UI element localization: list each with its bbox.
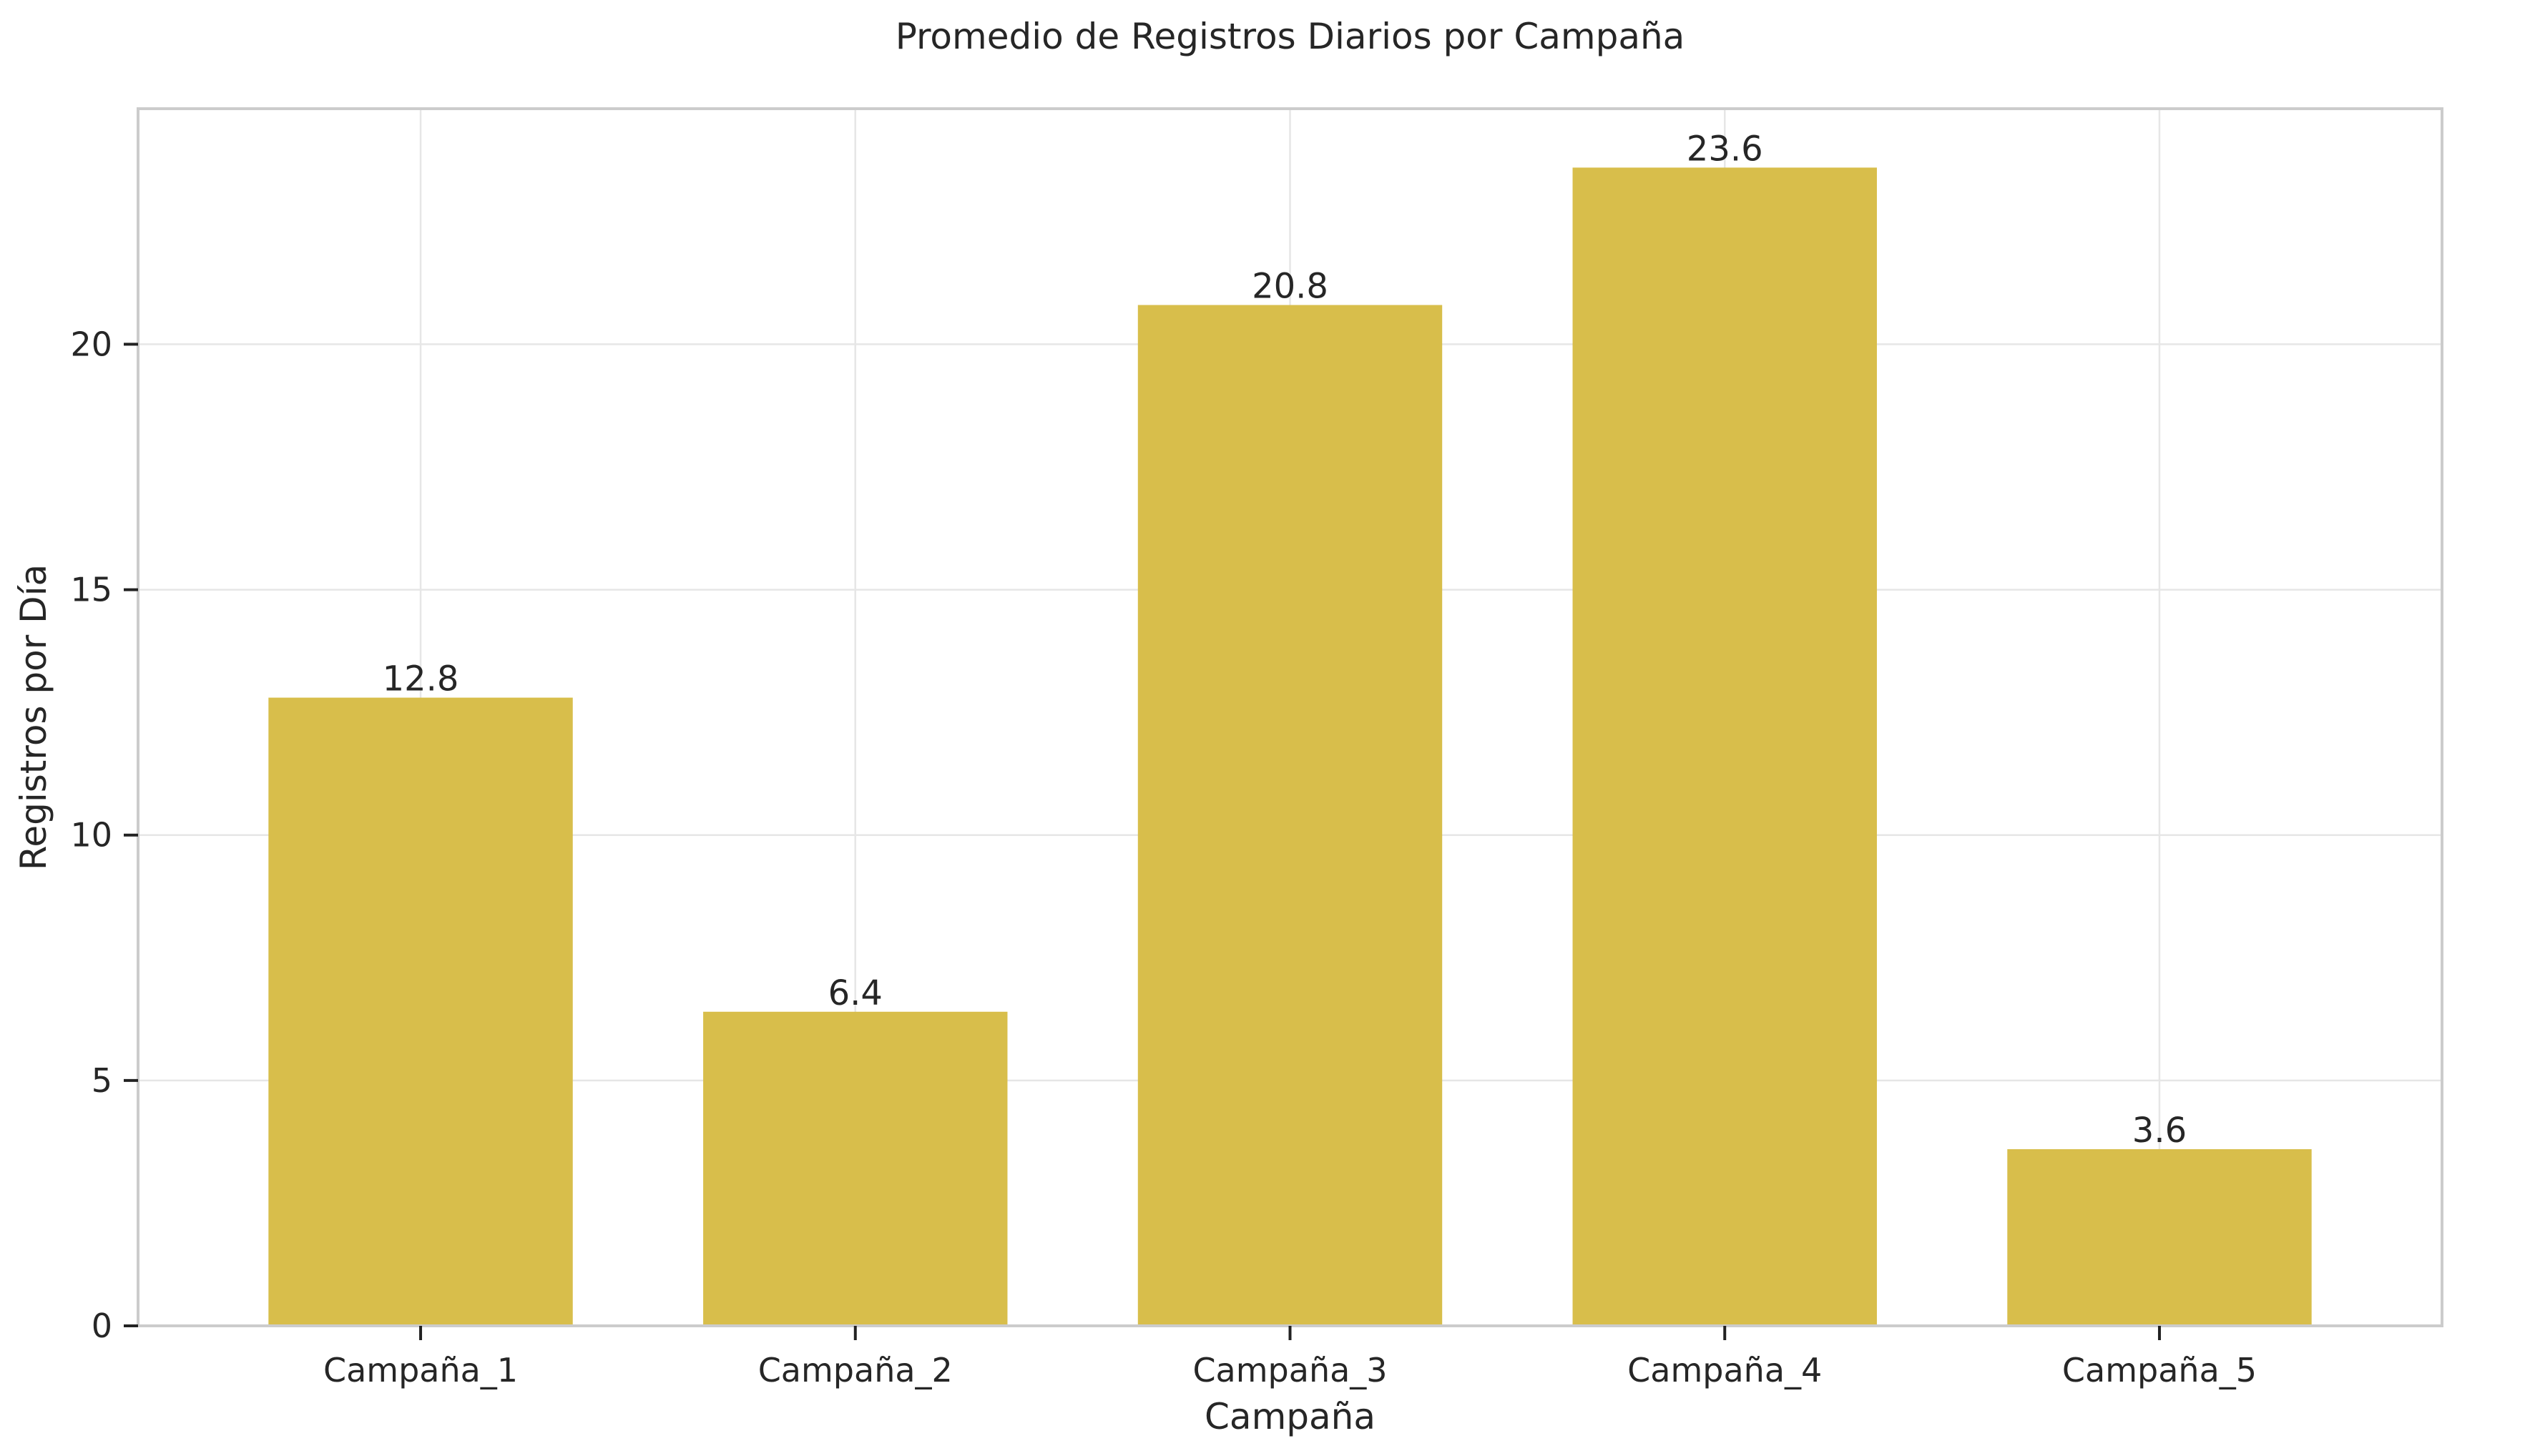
x-tick-label: Campaña_3 [1192, 1351, 1387, 1389]
y-tick-label: 0 [92, 1307, 112, 1345]
bar-value-label: 3.6 [2132, 1111, 2187, 1151]
bar-value-label: 23.6 [1687, 129, 1763, 169]
bar-value-label: 6.4 [828, 973, 883, 1013]
x-tick-label: Campaña_1 [323, 1351, 518, 1389]
x-tick-label: Campaña_5 [2062, 1351, 2257, 1389]
bar [1137, 305, 1443, 1327]
x-tick-label: Campaña_2 [758, 1351, 953, 1389]
bar-value-label: 20.8 [1252, 267, 1328, 307]
bar-value-label: 12.8 [383, 659, 459, 699]
y-axis: 0 5 10 15 20 [70, 325, 138, 1345]
bar [703, 1011, 1008, 1326]
x-axis: Campaña_1 Campaña_2 Campaña_3 Campaña_4 Camp… [323, 1326, 2257, 1389]
bar [2007, 1148, 2312, 1326]
chart-title: Promedio de Registros Diarios por Campañ… [896, 16, 1685, 57]
x-tick-label: Campaña_4 [1627, 1351, 1822, 1389]
y-tick-label: 5 [92, 1061, 112, 1100]
bar [268, 697, 573, 1326]
y-tick-label: 20 [70, 325, 112, 363]
y-axis-title: Registros por Día [13, 564, 54, 870]
data-labels-layer: 12.8 6.4 20.8 23.6 3.6 [383, 129, 2187, 1151]
y-tick-label: 15 [70, 571, 112, 609]
bar [1572, 167, 1877, 1326]
x-axis-title: Campaña [1205, 1396, 1376, 1437]
y-tick-label: 10 [70, 816, 112, 855]
bars-layer [268, 167, 2312, 1327]
